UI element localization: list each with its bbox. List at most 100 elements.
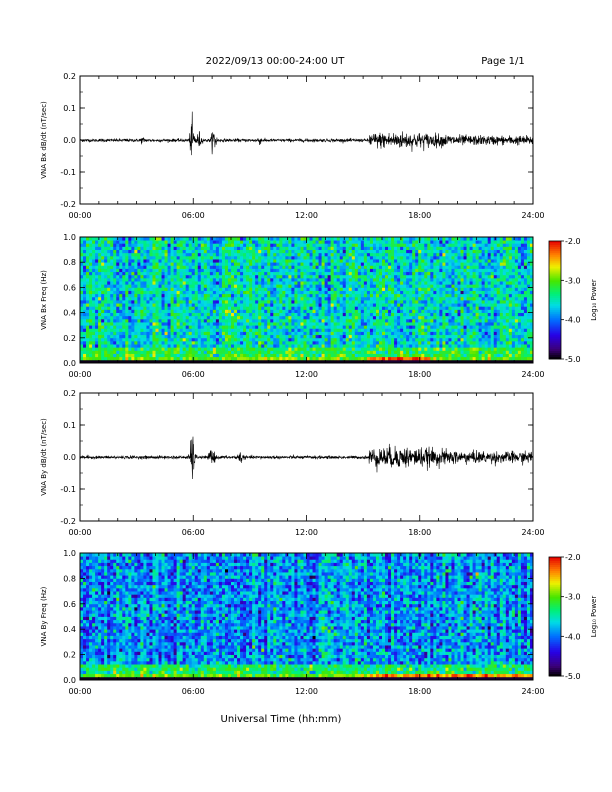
heatmap-cell xyxy=(421,252,425,257)
heatmap-cell xyxy=(119,277,123,282)
heatmap-cell xyxy=(439,322,443,326)
heatmap-cell xyxy=(315,277,319,282)
heatmap-cell xyxy=(95,281,99,285)
heatmap-cell xyxy=(104,255,108,260)
heatmap-cell xyxy=(369,252,374,257)
heatmap-cell xyxy=(348,322,353,326)
heatmap-cell xyxy=(128,240,132,244)
heatmap-cell xyxy=(179,328,184,332)
heatmap-cell xyxy=(203,271,208,276)
heatmap-cell xyxy=(227,325,232,329)
heatmap-cell xyxy=(224,356,229,361)
heatmap-cell xyxy=(185,353,190,358)
heatmap-cell xyxy=(237,353,241,358)
heatmap-cell xyxy=(388,306,392,310)
heatmap-cell xyxy=(382,255,386,260)
heatmap-cell xyxy=(167,344,171,348)
heatmap-cell xyxy=(237,322,241,326)
heatmap-cell xyxy=(264,296,268,301)
heatmap-cell xyxy=(366,237,371,241)
heatmap-cell xyxy=(173,255,178,260)
heatmap-cell xyxy=(218,240,223,244)
heatmap-cell xyxy=(279,268,283,273)
heatmap-cell xyxy=(327,287,332,291)
heatmap-cell xyxy=(372,315,377,320)
heatmap-cell xyxy=(191,277,196,282)
heatmap-cell xyxy=(134,350,138,354)
heatmap-cell xyxy=(427,277,431,282)
heatmap-cell xyxy=(221,296,226,301)
heatmap-cell xyxy=(264,322,268,326)
heatmap-cell xyxy=(125,312,129,317)
heatmap-cell xyxy=(309,315,313,320)
heatmap-cell xyxy=(354,277,359,282)
heatmap-cell xyxy=(348,296,353,301)
heatmap-cell xyxy=(104,340,108,345)
heatmap-cell xyxy=(385,249,389,254)
heatmap-cell xyxy=(95,243,99,247)
heatmap-cell xyxy=(430,315,434,320)
heatmap-cell xyxy=(104,325,108,329)
heatmap-cell xyxy=(267,309,271,313)
heatmap-cell xyxy=(303,293,307,298)
heatmap-cell xyxy=(339,271,344,276)
heatmap-cell xyxy=(152,290,156,295)
heatmap-cell xyxy=(312,353,316,358)
heatmap-cell xyxy=(330,309,335,313)
heatmap-cell xyxy=(152,281,156,285)
heatmap-cell xyxy=(291,315,295,320)
heatmap-cell xyxy=(243,359,247,364)
heatmap-cell xyxy=(436,328,440,332)
heatmap-cell xyxy=(128,340,132,345)
heatmap-cell xyxy=(231,350,235,354)
heatmap-cell xyxy=(406,293,410,298)
heatmap-cell xyxy=(369,309,374,313)
heatmap-cell xyxy=(409,325,413,329)
heatmap-cell xyxy=(191,293,196,298)
heatmap-cell xyxy=(394,237,398,241)
heatmap-cell xyxy=(363,296,368,301)
heatmap-cell xyxy=(409,274,413,279)
heatmap-cell xyxy=(131,290,135,295)
heatmap-cell xyxy=(327,359,332,364)
heatmap-cell xyxy=(119,328,123,332)
heatmap-cell xyxy=(164,287,168,291)
heatmap-cell xyxy=(131,300,135,304)
heatmap-cell xyxy=(430,255,434,260)
heatmap-cell xyxy=(234,246,238,250)
heatmap-cell xyxy=(182,318,187,323)
heatmap-cell xyxy=(282,240,286,244)
heatmap-cell xyxy=(267,300,271,304)
heatmap-cell xyxy=(243,347,247,351)
heatmap-cell xyxy=(89,265,93,269)
heatmap-cell xyxy=(357,259,362,263)
heatmap-cell xyxy=(324,306,329,310)
heatmap-cell xyxy=(212,309,217,313)
heatmap-cell xyxy=(318,340,322,345)
heatmap-cell xyxy=(385,300,389,304)
heatmap-cell xyxy=(155,240,159,244)
heatmap-cell xyxy=(191,290,196,295)
heatmap-cell xyxy=(288,255,292,260)
heatmap-cell xyxy=(92,255,96,260)
heatmap-cell xyxy=(188,306,193,310)
heatmap-cell xyxy=(360,340,365,345)
heatmap-cell xyxy=(294,271,298,276)
heatmap-cell xyxy=(86,344,90,348)
heatmap-cell xyxy=(188,296,193,301)
heatmap-cell xyxy=(134,356,138,361)
heatmap-cell xyxy=(442,268,446,273)
heatmap-cell xyxy=(345,322,350,326)
heatmap-cell xyxy=(330,347,335,351)
heatmap-cell xyxy=(375,293,380,298)
heatmap-cell xyxy=(89,322,93,326)
heatmap-cell xyxy=(400,315,404,320)
heatmap-cell xyxy=(354,328,359,332)
heatmap-cell xyxy=(409,300,413,304)
heatmap-cell xyxy=(324,252,329,257)
heatmap-cell xyxy=(167,284,171,288)
heatmap-cell xyxy=(200,249,205,254)
heatmap-cell xyxy=(185,340,190,345)
heatmap-cell xyxy=(363,290,368,295)
heatmap-cell xyxy=(330,277,335,282)
